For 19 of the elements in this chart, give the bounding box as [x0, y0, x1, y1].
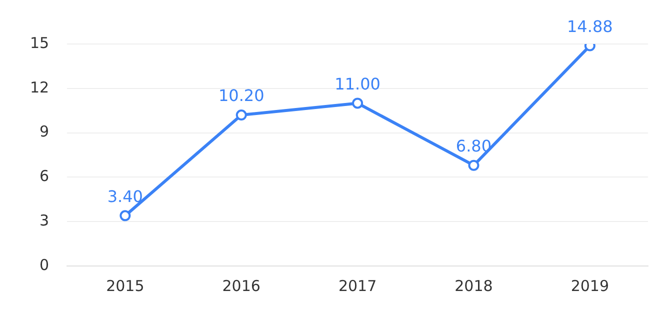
text: 10.20 [218, 86, 264, 106]
point [236, 110, 247, 121]
text: 3.40 [107, 186, 143, 206]
point [120, 210, 131, 222]
y-tick-label: 9 [40, 122, 50, 141]
point [468, 160, 480, 171]
text: 11.00 [334, 74, 380, 94]
x-tick-label: 2018 [454, 276, 493, 295]
text: 14.88 [567, 16, 613, 36]
y-tick-label: 0 [40, 256, 50, 274]
x-tick-label: 2019 [570, 276, 609, 295]
y-tick-label: 12 [30, 78, 50, 96]
x-tick-label: 2017 [338, 276, 377, 295]
y-tick-label: 15 [30, 34, 50, 52]
point [352, 98, 364, 109]
x-tick-label: 2016 [222, 276, 260, 295]
y-tick-label: 3 [40, 211, 50, 230]
y-tick-label: 6 [40, 167, 50, 186]
x-tick-label: 2015 [106, 276, 144, 295]
